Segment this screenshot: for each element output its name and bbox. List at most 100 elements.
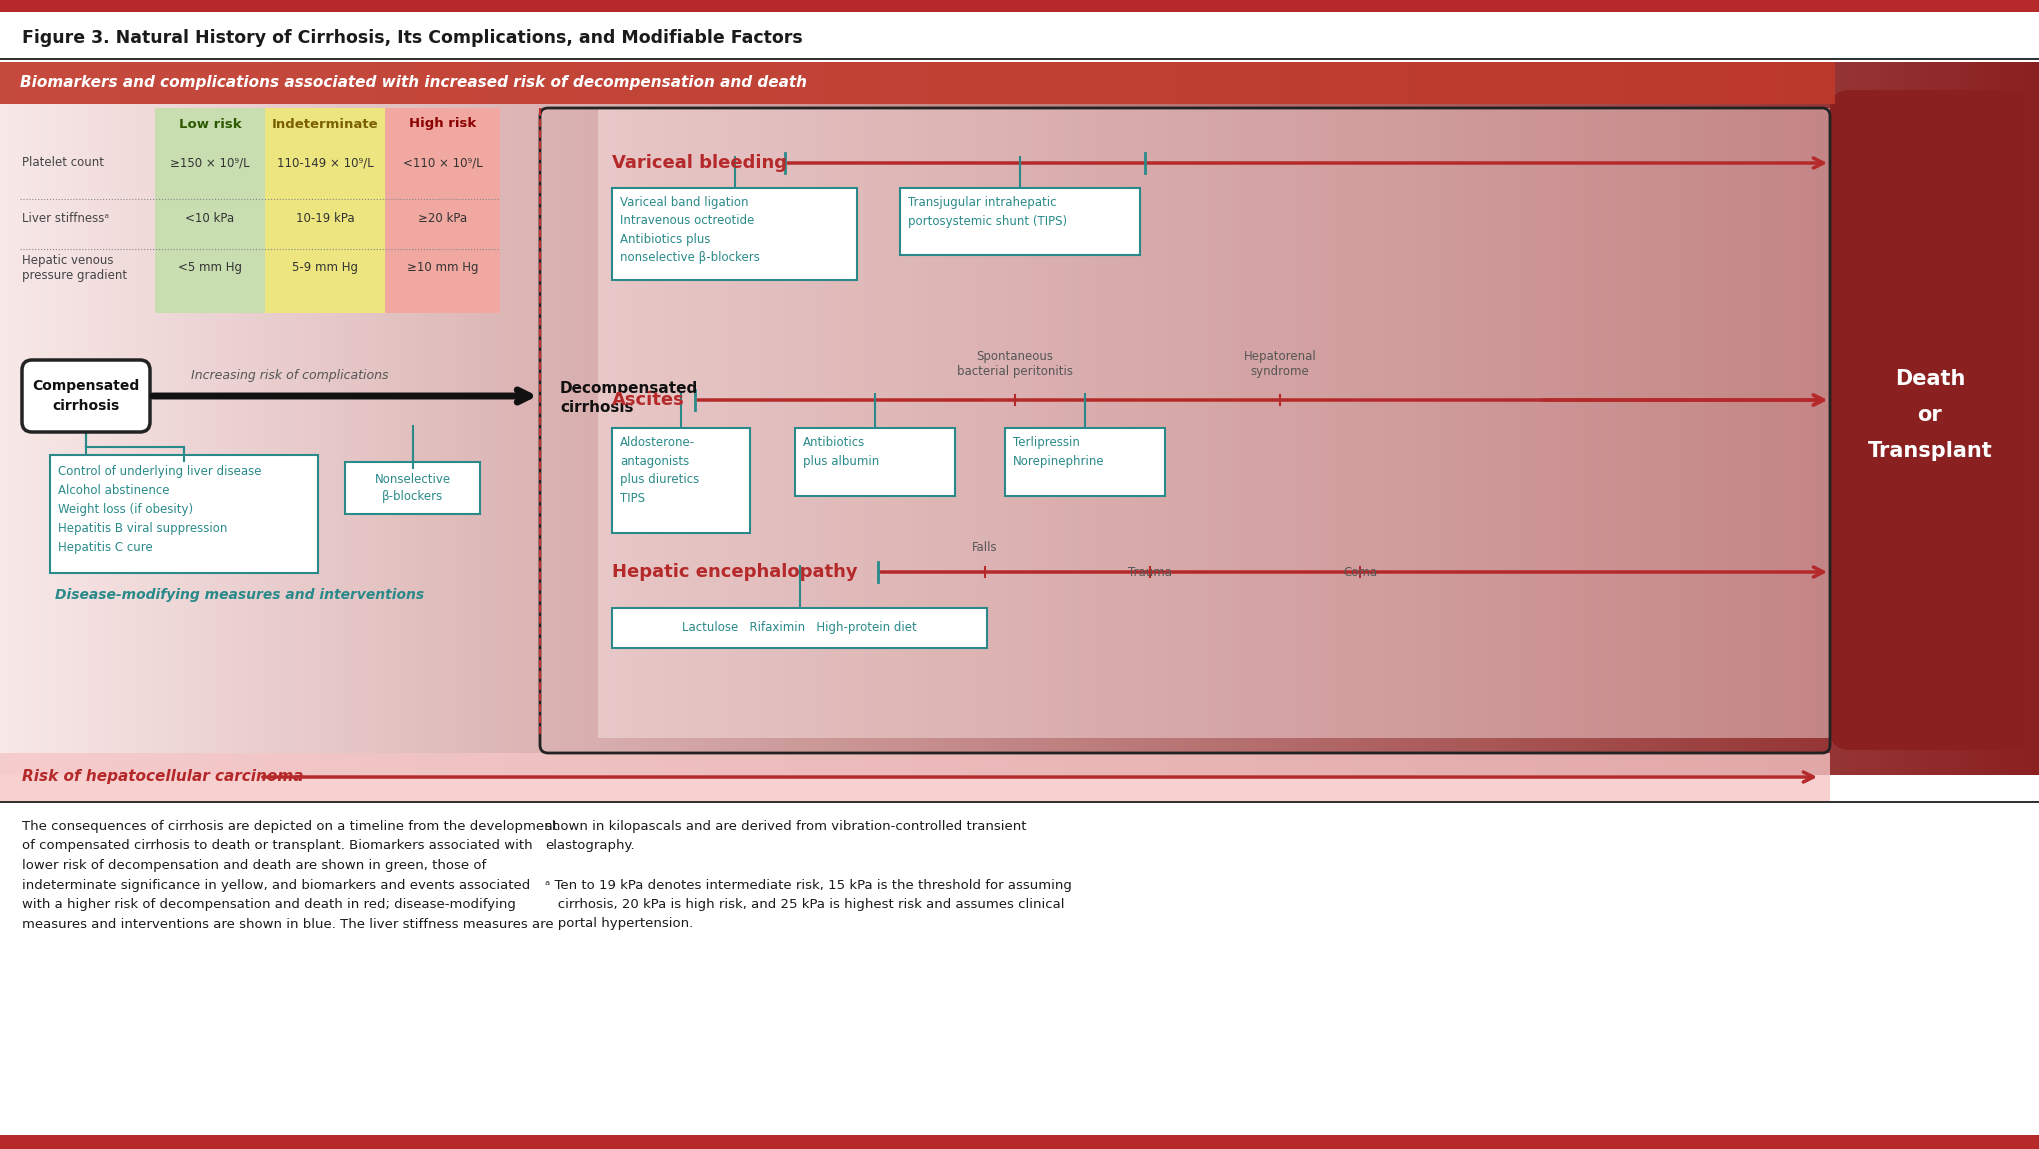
FancyBboxPatch shape	[1066, 62, 1075, 774]
FancyBboxPatch shape	[163, 62, 171, 774]
FancyBboxPatch shape	[1107, 62, 1115, 774]
FancyBboxPatch shape	[612, 188, 856, 280]
FancyBboxPatch shape	[618, 62, 626, 774]
FancyBboxPatch shape	[190, 62, 198, 774]
FancyBboxPatch shape	[734, 62, 742, 774]
FancyBboxPatch shape	[510, 62, 518, 774]
FancyBboxPatch shape	[1264, 62, 1272, 774]
FancyBboxPatch shape	[149, 62, 157, 774]
FancyBboxPatch shape	[414, 62, 422, 774]
FancyBboxPatch shape	[1727, 62, 1733, 774]
FancyBboxPatch shape	[708, 62, 714, 774]
FancyBboxPatch shape	[1340, 62, 1346, 774]
FancyBboxPatch shape	[1081, 62, 1089, 774]
FancyBboxPatch shape	[748, 62, 754, 774]
FancyBboxPatch shape	[2033, 62, 2039, 774]
FancyBboxPatch shape	[75, 62, 82, 774]
FancyBboxPatch shape	[830, 62, 836, 774]
FancyBboxPatch shape	[1346, 62, 1354, 774]
FancyBboxPatch shape	[387, 62, 396, 774]
FancyBboxPatch shape	[47, 62, 55, 774]
FancyBboxPatch shape	[938, 62, 946, 774]
Text: Control of underlying liver disease
Alcohol abstinence
Weight loss (if obesity)
: Control of underlying liver disease Alco…	[57, 465, 261, 554]
FancyBboxPatch shape	[899, 188, 1140, 255]
FancyBboxPatch shape	[347, 62, 355, 774]
FancyBboxPatch shape	[789, 62, 795, 774]
Text: Disease-modifying measures and interventions: Disease-modifying measures and intervent…	[55, 588, 424, 602]
Text: Lactulose   Rifaximin   High-protein diet: Lactulose Rifaximin High-protein diet	[683, 622, 918, 634]
Text: Antibiotics
plus albumin: Antibiotics plus albumin	[803, 435, 879, 468]
FancyBboxPatch shape	[1564, 62, 1570, 774]
FancyBboxPatch shape	[1876, 62, 1884, 774]
FancyBboxPatch shape	[536, 62, 544, 774]
FancyBboxPatch shape	[952, 62, 958, 774]
FancyBboxPatch shape	[361, 62, 367, 774]
FancyBboxPatch shape	[1421, 62, 1427, 774]
FancyBboxPatch shape	[516, 62, 524, 774]
FancyBboxPatch shape	[1780, 62, 1788, 774]
FancyBboxPatch shape	[455, 62, 463, 774]
FancyBboxPatch shape	[1829, 90, 2031, 750]
FancyBboxPatch shape	[51, 455, 318, 573]
FancyBboxPatch shape	[332, 62, 341, 774]
FancyBboxPatch shape	[1984, 62, 1992, 774]
Text: Variceal band ligation
Intravenous octreotide
Antibiotics plus
nonselective β-bl: Variceal band ligation Intravenous octre…	[620, 196, 761, 264]
FancyBboxPatch shape	[1576, 62, 1584, 774]
FancyBboxPatch shape	[1331, 62, 1340, 774]
FancyBboxPatch shape	[571, 62, 579, 774]
FancyBboxPatch shape	[1209, 62, 1217, 774]
FancyBboxPatch shape	[1998, 62, 2006, 774]
FancyBboxPatch shape	[1503, 62, 1509, 774]
Text: High risk: High risk	[410, 117, 477, 131]
FancyBboxPatch shape	[1658, 62, 1666, 774]
FancyBboxPatch shape	[1230, 62, 1238, 774]
Text: Platelet count: Platelet count	[22, 156, 104, 170]
FancyBboxPatch shape	[816, 62, 824, 774]
FancyBboxPatch shape	[483, 62, 489, 774]
FancyBboxPatch shape	[1809, 62, 1815, 774]
FancyBboxPatch shape	[1911, 62, 1917, 774]
FancyBboxPatch shape	[0, 0, 2039, 11]
FancyBboxPatch shape	[326, 62, 334, 774]
FancyBboxPatch shape	[41, 62, 49, 774]
FancyBboxPatch shape	[1821, 62, 1829, 774]
FancyBboxPatch shape	[1115, 62, 1121, 774]
FancyBboxPatch shape	[0, 62, 1835, 105]
FancyBboxPatch shape	[1972, 62, 1978, 774]
FancyBboxPatch shape	[300, 62, 306, 774]
FancyBboxPatch shape	[1835, 62, 1843, 774]
FancyBboxPatch shape	[271, 62, 279, 774]
FancyBboxPatch shape	[754, 62, 763, 774]
FancyBboxPatch shape	[699, 62, 708, 774]
FancyBboxPatch shape	[1509, 62, 1517, 774]
FancyBboxPatch shape	[265, 108, 385, 313]
FancyBboxPatch shape	[871, 62, 877, 774]
FancyBboxPatch shape	[2004, 62, 2012, 774]
FancyBboxPatch shape	[679, 62, 687, 774]
FancyBboxPatch shape	[1291, 62, 1299, 774]
FancyBboxPatch shape	[312, 62, 320, 774]
FancyBboxPatch shape	[116, 62, 122, 774]
Text: <5 mm Hg: <5 mm Hg	[177, 262, 243, 275]
Text: Variceal bleeding: Variceal bleeding	[612, 154, 787, 172]
FancyBboxPatch shape	[428, 62, 436, 774]
FancyBboxPatch shape	[932, 62, 938, 774]
FancyBboxPatch shape	[434, 62, 442, 774]
FancyBboxPatch shape	[230, 62, 239, 774]
Text: Hepatic venous
pressure gradient: Hepatic venous pressure gradient	[22, 254, 126, 282]
FancyBboxPatch shape	[0, 57, 2039, 60]
Text: Transjugular intrahepatic
portosystemic shunt (TIPS): Transjugular intrahepatic portosystemic …	[907, 196, 1066, 228]
Text: Death
or
Transplant: Death or Transplant	[1868, 369, 1992, 461]
FancyBboxPatch shape	[822, 62, 830, 774]
FancyBboxPatch shape	[198, 62, 204, 774]
FancyBboxPatch shape	[740, 62, 748, 774]
FancyBboxPatch shape	[1739, 62, 1747, 774]
FancyBboxPatch shape	[1896, 62, 1904, 774]
FancyBboxPatch shape	[1625, 62, 1631, 774]
FancyBboxPatch shape	[1760, 62, 1768, 774]
Text: Nonselective
β-blockers: Nonselective β-blockers	[375, 473, 451, 503]
FancyBboxPatch shape	[82, 62, 90, 774]
FancyBboxPatch shape	[1121, 62, 1130, 774]
FancyBboxPatch shape	[137, 62, 143, 774]
FancyBboxPatch shape	[1189, 62, 1197, 774]
